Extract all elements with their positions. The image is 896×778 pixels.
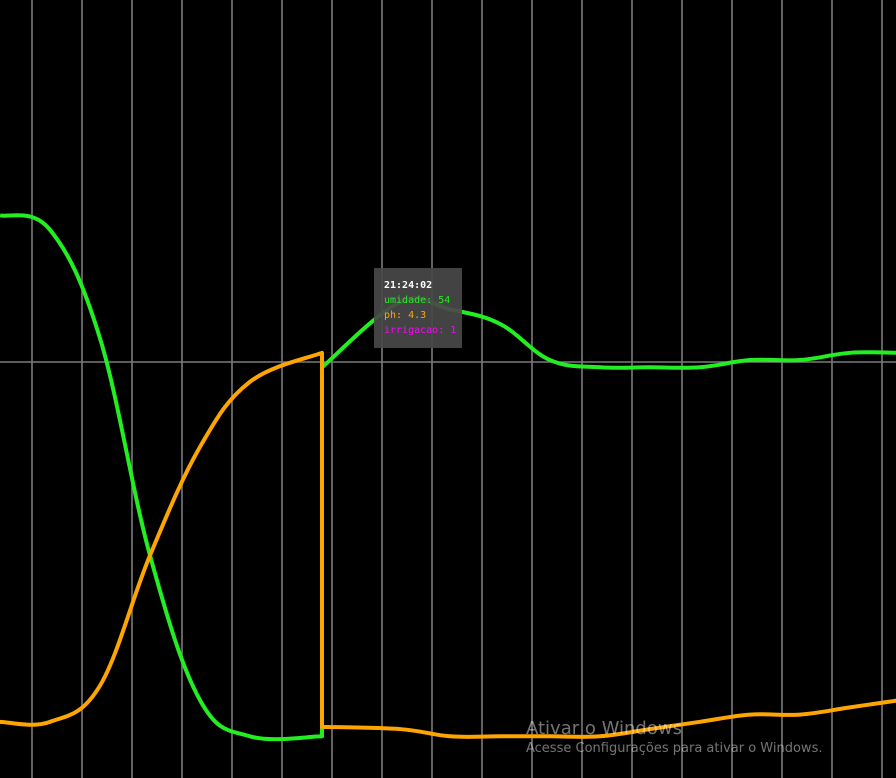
tooltip-value: 4.3 bbox=[408, 310, 427, 321]
watermark-subtitle: Acesse Configurações para ativar o Windo… bbox=[526, 741, 823, 756]
tooltip-value: 54 bbox=[438, 295, 451, 306]
tooltip-row-irrigacao: irrigacao: 1 bbox=[384, 325, 457, 336]
watermark-title: Ativar o Windows bbox=[526, 718, 682, 739]
tooltip-row-umidade: umidade: 54 bbox=[384, 295, 451, 306]
chart-tooltip: 21:24:02 umidade: 54 ph: 4.3 irrigacao: … bbox=[374, 268, 462, 348]
tooltip-value: 1 bbox=[450, 325, 457, 336]
tooltip-label: irrigacao bbox=[384, 325, 439, 336]
tooltip-row-ph: ph: 4.3 bbox=[384, 310, 427, 321]
tooltip-label: umidade bbox=[384, 295, 427, 306]
windows-activation-watermark: Ativar o Windows Acesse Configurações pa… bbox=[526, 718, 822, 758]
series-line-ph bbox=[0, 350, 896, 739]
tooltip-label: ph bbox=[384, 310, 397, 321]
tooltip-time: 21:24:02 bbox=[384, 280, 433, 291]
